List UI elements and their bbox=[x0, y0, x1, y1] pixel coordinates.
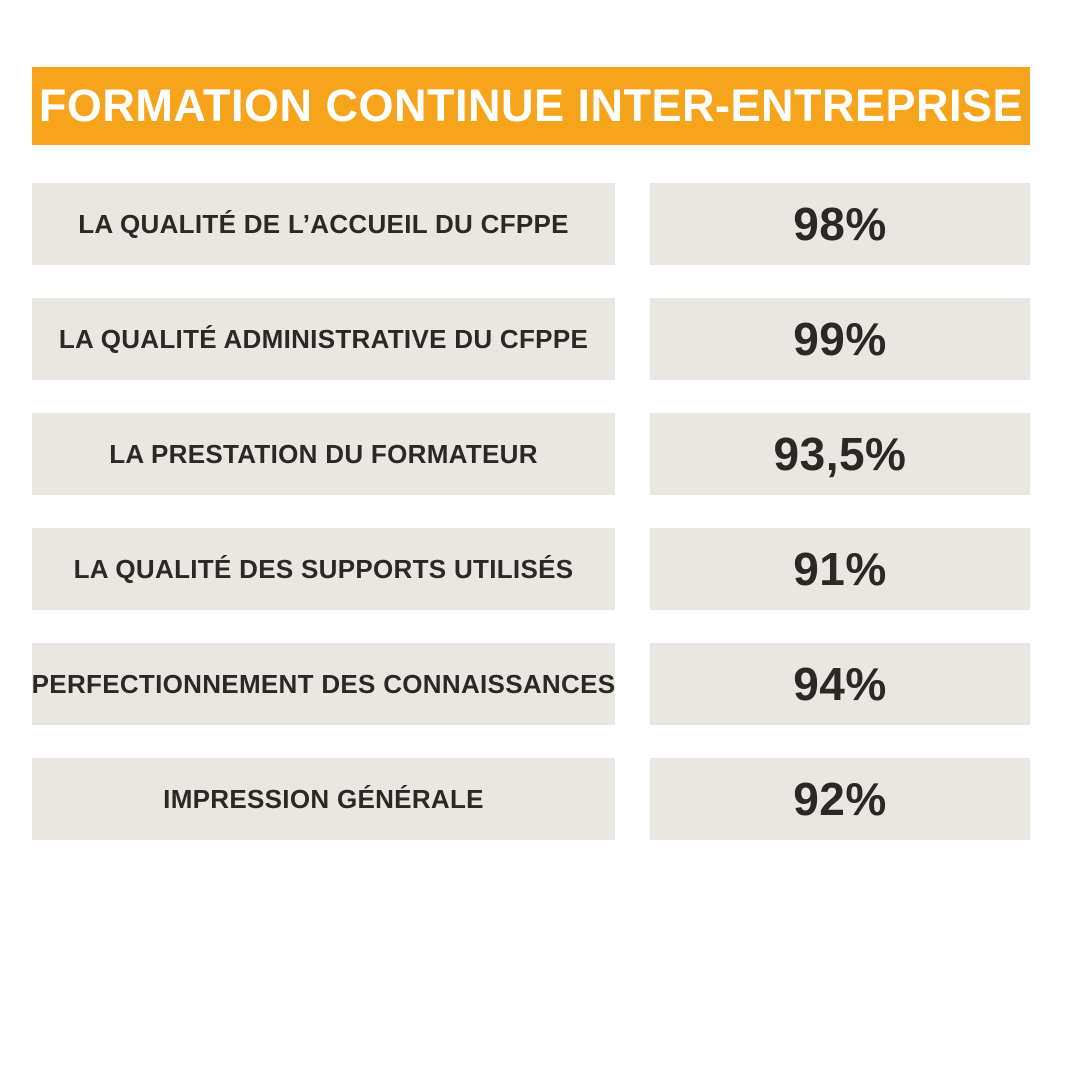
table-row: LA PRESTATION DU FORMATEUR 93,5% bbox=[32, 413, 1030, 495]
row-label: LA QUALITÉ DE L’ACCUEIL DU CFPPE bbox=[78, 208, 569, 239]
table-row: LA QUALITÉ ADMINISTRATIVE DU CFPPE 99% bbox=[32, 298, 1030, 380]
row-label-box: IMPRESSION GÉNÉRALE bbox=[32, 758, 615, 840]
stat-value: 92% bbox=[793, 773, 887, 825]
stat-value: 91% bbox=[793, 543, 887, 595]
row-value-box: 99% bbox=[650, 298, 1030, 380]
row-label: LA QUALITÉ DES SUPPORTS UTILISÉS bbox=[73, 553, 574, 584]
header-banner: FORMATION CONTINUE INTER-ENTREPRISE bbox=[32, 67, 1030, 145]
row-label-box: LA PRESTATION DU FORMATEUR bbox=[32, 413, 615, 495]
stat-value: 99% bbox=[793, 313, 887, 365]
row-value-box: 94% bbox=[650, 643, 1030, 725]
table-row: IMPRESSION GÉNÉRALE 92% bbox=[32, 758, 1030, 840]
results-table: LA QUALITÉ DE L’ACCUEIL DU CFPPE 98% LA … bbox=[32, 183, 1030, 840]
row-label: LA QUALITÉ ADMINISTRATIVE DU CFPPE bbox=[58, 323, 589, 354]
table-row: LA QUALITÉ DES SUPPORTS UTILISÉS 91% bbox=[32, 528, 1030, 610]
row-label-box: LA QUALITÉ DE L’ACCUEIL DU CFPPE bbox=[32, 183, 615, 265]
row-label: PERFECTIONNEMENT DES CONNAISSANCES bbox=[31, 668, 616, 699]
row-label-box: PERFECTIONNEMENT DES CONNAISSANCES bbox=[32, 643, 615, 725]
table-row: LA QUALITÉ DE L’ACCUEIL DU CFPPE 98% bbox=[32, 183, 1030, 265]
page-title: FORMATION CONTINUE INTER-ENTREPRISE bbox=[38, 80, 1024, 131]
row-value-box: 98% bbox=[650, 183, 1030, 265]
row-label-box: LA QUALITÉ DES SUPPORTS UTILISÉS bbox=[32, 528, 615, 610]
stat-value: 93,5% bbox=[773, 428, 907, 480]
row-label: IMPRESSION GÉNÉRALE bbox=[163, 783, 484, 814]
table-row: PERFECTIONNEMENT DES CONNAISSANCES 94% bbox=[32, 643, 1030, 725]
row-value-box: 91% bbox=[650, 528, 1030, 610]
row-label-box: LA QUALITÉ ADMINISTRATIVE DU CFPPE bbox=[32, 298, 615, 380]
stat-value: 94% bbox=[793, 658, 887, 710]
row-value-box: 92% bbox=[650, 758, 1030, 840]
stat-value: 98% bbox=[793, 198, 887, 250]
row-label: LA PRESTATION DU FORMATEUR bbox=[109, 438, 538, 469]
row-value-box: 93,5% bbox=[650, 413, 1030, 495]
